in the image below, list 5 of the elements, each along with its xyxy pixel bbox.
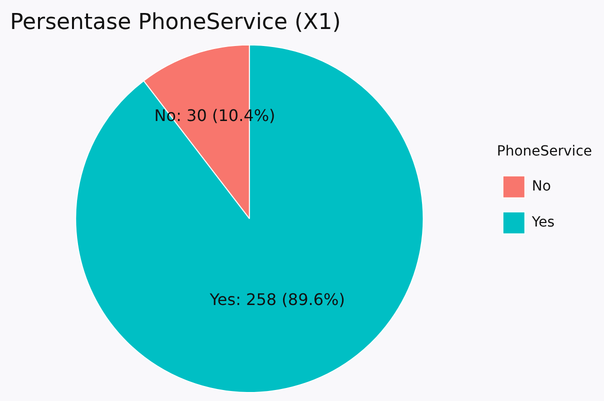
legend-label: No [532,178,551,195]
data-label: Yes: 258 (89.6%) [208,290,346,310]
legend-label: Yes [530,214,554,231]
chart-title: Persentase PhoneService (X1) [10,10,341,35]
legend-title: PhoneService [496,144,592,160]
